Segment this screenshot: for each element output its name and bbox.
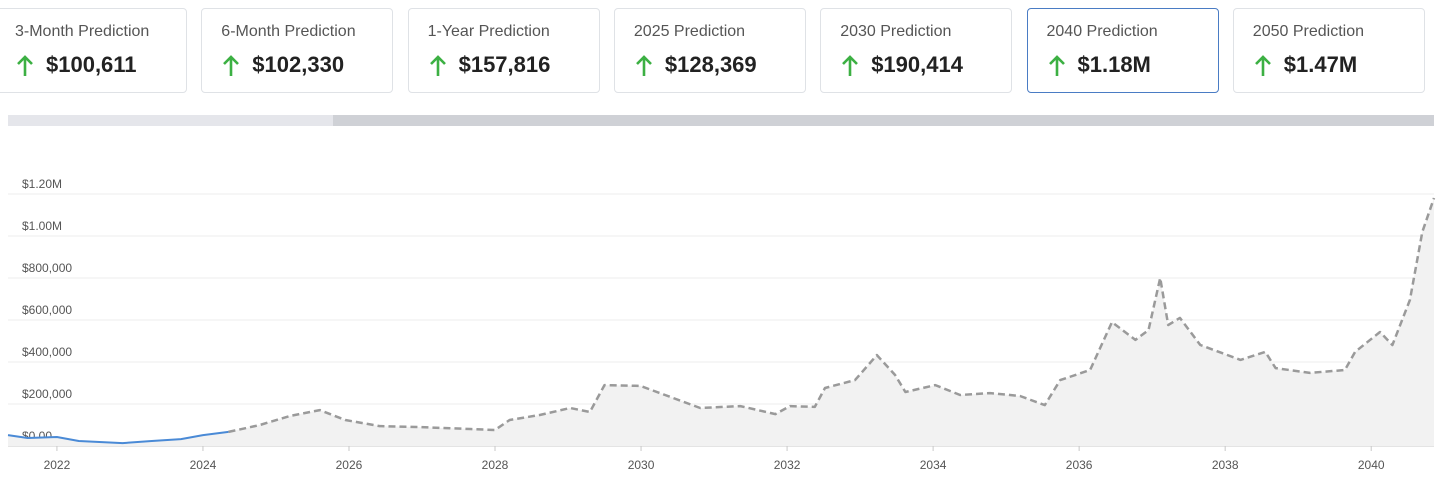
prediction-card[interactable]: 1-Year Prediction $157,816 xyxy=(407,8,600,93)
prediction-card[interactable]: 6-Month Prediction $102,330 xyxy=(201,8,394,93)
up-arrow xyxy=(223,55,240,76)
y-tick-label: $1.00M xyxy=(22,219,62,233)
card-value: $100,611 xyxy=(46,52,137,77)
prediction-card[interactable]: 2050 Prediction $1.47M xyxy=(1232,8,1425,93)
range-slider[interactable] xyxy=(8,115,1434,126)
up-arrow xyxy=(842,55,859,76)
area xyxy=(8,431,229,446)
card-value: $1.18M xyxy=(1077,52,1151,77)
up-arrow xyxy=(429,55,446,76)
card-value: $128,369 xyxy=(664,52,757,77)
x-tick-label: 2040 xyxy=(1358,458,1385,472)
card-label: 2030 Prediction xyxy=(840,23,952,40)
prediction-card[interactable]: 2025 Prediction $128,369 xyxy=(613,8,806,93)
card-label: 2025 Prediction xyxy=(633,23,746,40)
x-tick-label: 2024 xyxy=(190,458,217,472)
up-arrow xyxy=(635,55,652,76)
x-tick-label: 2028 xyxy=(482,458,509,472)
card-value: $190,414 xyxy=(871,52,963,77)
x-tick-label: 2022 xyxy=(44,458,71,472)
card-value: $157,816 xyxy=(458,52,551,77)
x-tick-label: 2034 xyxy=(920,458,947,472)
card-label: 1-Year Prediction xyxy=(427,23,550,40)
y-tick-label: $200,000 xyxy=(22,387,72,401)
area xyxy=(228,198,1434,446)
up-arrow xyxy=(1254,55,1271,76)
series-line xyxy=(228,197,1436,434)
prediction-cards: 3-Month Prediction $100,611 6-Month Predi… xyxy=(0,8,1442,96)
y-tick-label: $400,000 xyxy=(22,345,72,359)
x-tick-label: 2036 xyxy=(1066,458,1093,472)
chart: $0.00$200,000$400,000$600,000$800,000$1.… xyxy=(7,177,1436,472)
card-label: 2040 Prediction xyxy=(1046,23,1158,40)
up-arrow xyxy=(17,55,33,76)
x-tick-label: 2026 xyxy=(336,458,363,472)
y-tick-label: $800,000 xyxy=(22,261,72,275)
card-label: 6-Month Prediction xyxy=(221,23,356,40)
range-window[interactable] xyxy=(8,115,333,126)
prediction-card[interactable]: 2030 Prediction $190,414 xyxy=(820,8,1013,93)
card-value: $1.47M xyxy=(1283,52,1358,77)
card-label: 2050 Prediction xyxy=(1252,23,1364,40)
y-tick-label: $1.20M xyxy=(22,177,62,191)
up-arrow xyxy=(1048,55,1065,76)
prediction-card[interactable]: 2040 Prediction $1.18M xyxy=(1026,8,1219,93)
series-line xyxy=(7,430,229,445)
card-value: $102,330 xyxy=(252,52,345,77)
x-tick-label: 2038 xyxy=(1212,458,1239,472)
x-tick-label: 2030 xyxy=(628,458,655,472)
x-tick-label: 2032 xyxy=(774,458,801,472)
y-tick-label: $600,000 xyxy=(22,303,72,317)
prediction-card[interactable]: 3-Month Prediction $100,611 xyxy=(0,8,187,93)
card-label: 3-Month Prediction xyxy=(15,23,150,40)
